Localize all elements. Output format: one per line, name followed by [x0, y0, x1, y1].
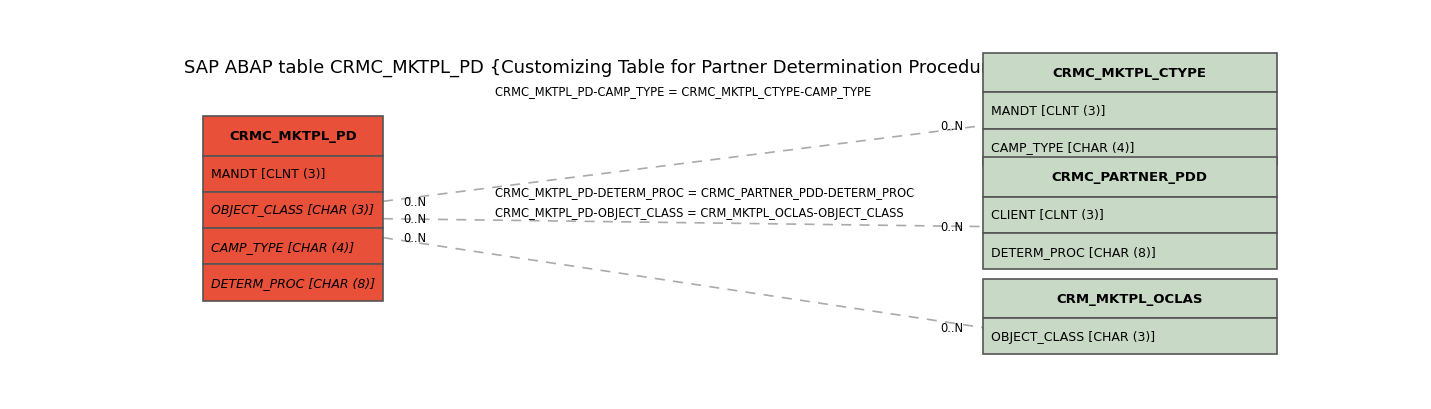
- Text: CRMC_MKTPL_CTYPE: CRMC_MKTPL_CTYPE: [1053, 67, 1206, 80]
- FancyBboxPatch shape: [983, 197, 1276, 233]
- FancyBboxPatch shape: [983, 54, 1276, 93]
- Text: 0..N: 0..N: [404, 213, 426, 226]
- Text: 0..N: 0..N: [940, 120, 963, 133]
- FancyBboxPatch shape: [983, 233, 1276, 270]
- Text: CAMP_TYPE [CHAR (4)]: CAMP_TYPE [CHAR (4)]: [990, 141, 1133, 154]
- Text: CRMC_MKTPL_PD-CAMP_TYPE = CRMC_MKTPL_CTYPE-CAMP_TYPE: CRMC_MKTPL_PD-CAMP_TYPE = CRMC_MKTPL_CTY…: [495, 85, 871, 98]
- Text: DETERM_PROC [CHAR (8)]: DETERM_PROC [CHAR (8)]: [990, 245, 1155, 258]
- Text: 0..N: 0..N: [404, 196, 426, 208]
- Text: DETERM_PROC [CHAR (8)]: DETERM_PROC [CHAR (8)]: [210, 276, 375, 290]
- FancyBboxPatch shape: [983, 158, 1276, 197]
- Text: OBJECT_CLASS [CHAR (3)]: OBJECT_CLASS [CHAR (3)]: [210, 204, 373, 217]
- Text: CRMC_MKTPL_PD-OBJECT_CLASS = CRM_MKTPL_OCLAS-OBJECT_CLASS: CRMC_MKTPL_PD-OBJECT_CLASS = CRM_MKTPL_O…: [495, 207, 903, 219]
- FancyBboxPatch shape: [203, 156, 384, 192]
- Text: CLIENT [CLNT (3)]: CLIENT [CLNT (3)]: [990, 209, 1103, 222]
- Text: CRMC_MKTPL_PD: CRMC_MKTPL_PD: [229, 130, 356, 143]
- Text: MANDT [CLNT (3)]: MANDT [CLNT (3)]: [210, 168, 325, 181]
- Text: 0..N: 0..N: [940, 220, 963, 234]
- FancyBboxPatch shape: [983, 279, 1276, 318]
- FancyBboxPatch shape: [203, 229, 384, 265]
- FancyBboxPatch shape: [203, 192, 384, 229]
- Text: CRM_MKTPL_OCLAS: CRM_MKTPL_OCLAS: [1056, 292, 1203, 305]
- Text: SAP ABAP table CRMC_MKTPL_PD {Customizing Table for Partner Determination Proced: SAP ABAP table CRMC_MKTPL_PD {Customizin…: [185, 58, 1078, 77]
- Text: 0..N: 0..N: [940, 321, 963, 334]
- FancyBboxPatch shape: [203, 117, 384, 156]
- Text: MANDT [CLNT (3)]: MANDT [CLNT (3)]: [990, 105, 1105, 118]
- Text: CAMP_TYPE [CHAR (4)]: CAMP_TYPE [CHAR (4)]: [210, 240, 353, 253]
- FancyBboxPatch shape: [983, 93, 1276, 129]
- Text: OBJECT_CLASS [CHAR (3)]: OBJECT_CLASS [CHAR (3)]: [990, 330, 1155, 343]
- Text: 0..N: 0..N: [404, 231, 426, 245]
- FancyBboxPatch shape: [983, 129, 1276, 166]
- Text: CRMC_MKTPL_PD-DETERM_PROC = CRMC_PARTNER_PDD-DETERM_PROC: CRMC_MKTPL_PD-DETERM_PROC = CRMC_PARTNER…: [495, 186, 914, 199]
- FancyBboxPatch shape: [983, 318, 1276, 355]
- Text: CRMC_PARTNER_PDD: CRMC_PARTNER_PDD: [1052, 171, 1208, 184]
- FancyBboxPatch shape: [203, 265, 384, 301]
